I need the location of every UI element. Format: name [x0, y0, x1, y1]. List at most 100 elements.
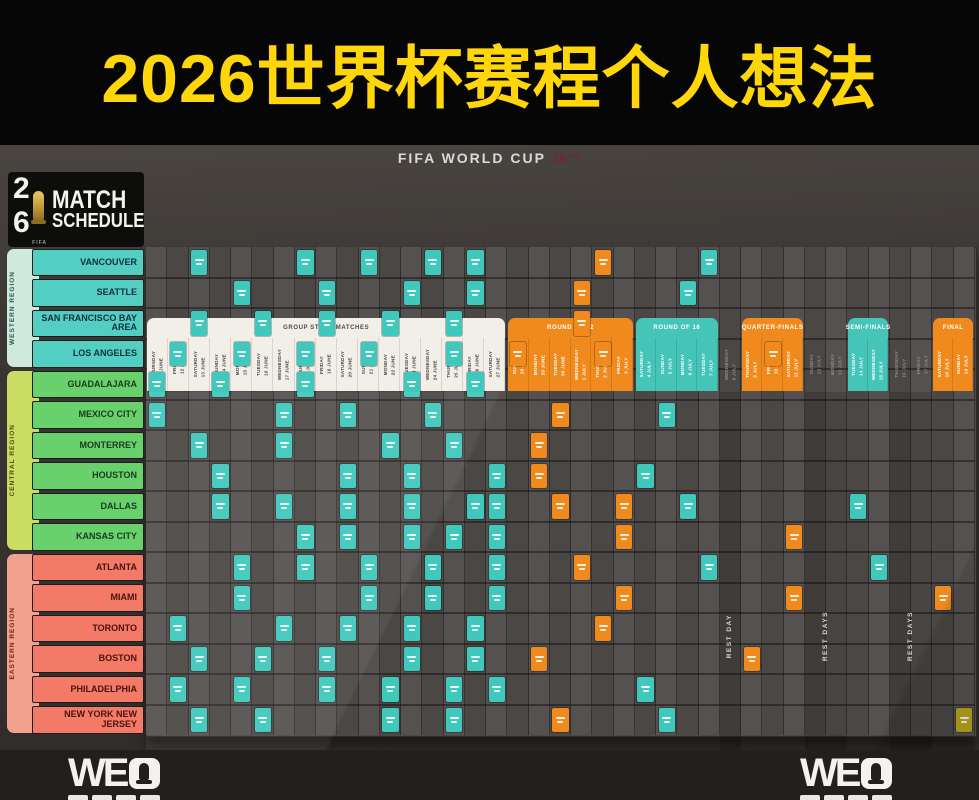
date-cell: THURSDAY2 JULY — [591, 338, 613, 391]
match-code-text — [598, 625, 608, 628]
match-code-text — [194, 655, 204, 658]
match-cell-orange — [573, 280, 590, 305]
date-label: THURSDAY 9 JULY — [745, 351, 758, 378]
match-code-text — [619, 533, 629, 536]
date-label: SATURDAY 27 JUNE — [487, 351, 501, 378]
match-code-text — [770, 354, 777, 357]
match-code-text — [492, 564, 502, 567]
match-cell-teal — [467, 646, 484, 671]
match-code-text — [323, 659, 330, 662]
match-cell-teal — [297, 555, 314, 580]
date-cell: TUESDAY 30 JUNE — [550, 338, 571, 391]
match-code-text — [470, 625, 480, 628]
match-cell-teal — [233, 280, 250, 305]
date-label: MONDAY 22 JUNE — [382, 353, 395, 376]
match-code-text — [472, 263, 479, 266]
footer: WE FIFA PARTNERS Coca-Cola H HYUNDAI KIA — [0, 750, 979, 800]
match-cell-teal — [488, 494, 505, 519]
match-code-text — [493, 537, 500, 540]
brand-row: FIFA WORLD CUP 26™ — [0, 150, 979, 166]
grid-row-line — [146, 490, 975, 492]
match-code-text — [514, 354, 521, 357]
match-cell-teal — [233, 341, 250, 366]
match-code-text — [194, 716, 204, 719]
match-cell-orange — [616, 585, 633, 610]
match-code-text — [536, 659, 543, 662]
match-cell-teal — [318, 280, 335, 305]
match-code-text — [343, 472, 353, 475]
phase-header-r32: ROUND OF 32 SUNDAY28 JUNEMONDAY29 JUNE TUE… — [508, 318, 633, 391]
match-code-text — [237, 564, 247, 567]
match-code-text — [408, 507, 415, 510]
phase-dates-row: TUESDAY 14 JULY WEDNESDAY 15 JULY — [848, 338, 888, 391]
date-cell: THURSDAY 11 JUNE — [147, 338, 169, 391]
match-code-text — [238, 293, 245, 296]
match-cell-teal — [212, 372, 229, 397]
match-cell-teal — [467, 372, 484, 397]
match-code-text — [196, 659, 203, 662]
match-code-text — [577, 564, 587, 567]
city-row: TORONTO — [32, 614, 144, 642]
date-cell: SATURDAY 20 JUNE — [337, 338, 358, 391]
match-code-text — [408, 659, 415, 662]
match-code-text — [451, 537, 458, 540]
phase-header-final: FINAL SATURDAY 18 JULY SUNDAY 19 JULY — [933, 318, 973, 391]
match-code-text — [152, 411, 162, 414]
match-code-text — [685, 293, 692, 296]
match-cell-teal — [233, 677, 250, 702]
date-label: MONDAY 29 JUNE — [532, 353, 545, 376]
match-cell-teal — [148, 372, 165, 397]
match-code-text — [557, 507, 564, 510]
grid-row-line — [146, 398, 975, 401]
city-row: MIAMI — [32, 584, 144, 612]
match-code-text — [706, 568, 713, 571]
date-cell: FRIDAY10 JULY — [762, 338, 783, 391]
match-code-text — [194, 442, 204, 445]
match-code-text — [300, 533, 310, 536]
match-code-text — [449, 442, 459, 445]
match-cell-teal — [233, 555, 250, 580]
rest-date-cell: WEDNESDAY 8 JULY — [720, 338, 741, 391]
match-code-text — [451, 720, 458, 723]
match-code-text — [685, 507, 692, 510]
fifa-world-cup-wordmark: FIFA WORLD CUP — [397, 150, 546, 166]
match-cell-orange — [552, 402, 569, 427]
match-cell-teal — [339, 524, 357, 549]
city-row: BOSTON — [32, 645, 144, 673]
we-text: WE — [800, 751, 861, 795]
match-cell-teal — [488, 524, 505, 549]
city-row: SEATTLE — [32, 279, 144, 307]
match-code-text — [555, 716, 565, 719]
match-code-text — [174, 354, 181, 357]
match-code-text — [557, 720, 564, 723]
match-code-text — [343, 411, 353, 414]
date-cell: FRIDAY 3 JULY — [612, 338, 633, 391]
match-cell-orange — [786, 585, 803, 610]
match-code-text — [748, 659, 755, 662]
match-code-text — [302, 354, 309, 357]
match-code-text — [407, 503, 417, 506]
match-cell-teal — [382, 707, 399, 732]
grid-row-line — [146, 429, 975, 431]
date-label: FRIDAY 3 JULY — [615, 355, 628, 374]
city-row: HOUSTON — [32, 462, 144, 490]
match-cell-orange — [786, 524, 803, 549]
city-row: GUADALAJARA — [32, 370, 144, 398]
match-code-text — [621, 598, 628, 601]
match-code-text — [704, 564, 714, 567]
date-cell: WEDNESDAY 17 JUNE — [273, 338, 295, 391]
match-cell-orange — [531, 646, 548, 671]
date-cell: SUNDAY21 JUNE — [358, 338, 379, 391]
match-schedule-title: MATCH SCHEDULE — [52, 187, 144, 231]
match-code-text — [449, 686, 459, 689]
phase-label-r32: ROUND OF 32 — [547, 325, 595, 331]
match-code-text — [492, 686, 502, 689]
date-cell: MONDAY 6 JULY — [677, 338, 698, 391]
date-cell: SUNDAY 19 JULY — [953, 338, 973, 391]
match-code-text — [408, 537, 415, 540]
match-code-text — [281, 446, 288, 449]
date-cell: TUESDAY 14 JULY — [848, 338, 869, 391]
date-label: FRIDAY 19 JUNE — [319, 354, 332, 375]
match-cell-teal — [403, 372, 420, 397]
match-code-text — [470, 289, 480, 292]
